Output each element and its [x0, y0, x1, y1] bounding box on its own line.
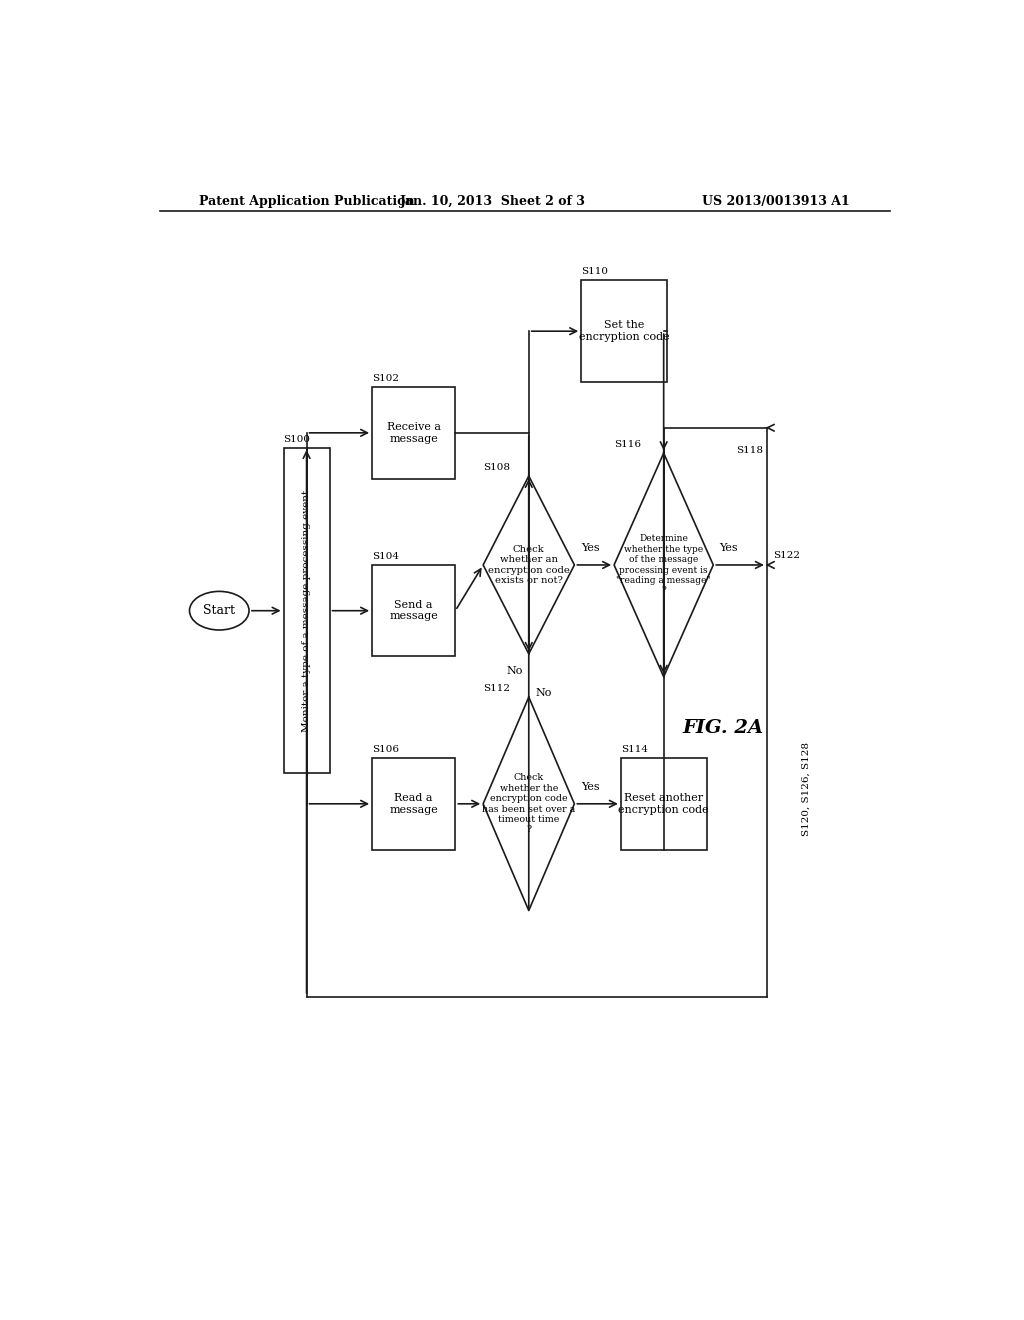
Text: S118: S118 [736, 446, 763, 455]
FancyBboxPatch shape [372, 565, 456, 656]
FancyBboxPatch shape [284, 447, 330, 774]
Text: No: No [536, 688, 552, 698]
Text: Send a
message: Send a message [389, 599, 438, 622]
Text: S114: S114 [621, 744, 648, 754]
Text: No: No [506, 667, 522, 676]
Text: Patent Application Publication: Patent Application Publication [200, 194, 415, 207]
Text: Receive a
message: Receive a message [387, 422, 440, 444]
Text: Check
whether the
encryption code
has been set over a
timeout time
?: Check whether the encryption code has be… [482, 774, 575, 834]
Text: US 2013/0013913 A1: US 2013/0013913 A1 [702, 194, 850, 207]
Text: S104: S104 [372, 552, 399, 561]
Text: S116: S116 [614, 440, 641, 449]
Text: S102: S102 [372, 374, 399, 383]
FancyBboxPatch shape [582, 280, 667, 381]
Text: Set the
encryption code: Set the encryption code [579, 321, 670, 342]
Text: S100: S100 [284, 436, 310, 444]
Text: S120, S126, S128: S120, S126, S128 [802, 742, 811, 836]
Text: Yes: Yes [720, 543, 738, 553]
Text: Yes: Yes [581, 543, 599, 553]
Text: S122: S122 [773, 550, 800, 560]
Text: S110: S110 [582, 268, 608, 276]
Text: Start: Start [203, 605, 236, 618]
Text: Determine
whether the type
of the message
processing event is
"reading a message: Determine whether the type of the messag… [616, 535, 711, 595]
Ellipse shape [189, 591, 249, 630]
FancyBboxPatch shape [372, 387, 456, 479]
Text: Yes: Yes [581, 781, 599, 792]
Text: S112: S112 [483, 684, 510, 693]
Text: Check
whether an
encryption code
exists or not?: Check whether an encryption code exists … [487, 545, 569, 585]
FancyBboxPatch shape [621, 758, 707, 850]
Text: S106: S106 [372, 744, 399, 754]
Text: Monitor a type of a message processing event: Monitor a type of a message processing e… [302, 490, 311, 731]
Text: Reset another
encryption code: Reset another encryption code [618, 793, 709, 814]
Text: Jan. 10, 2013  Sheet 2 of 3: Jan. 10, 2013 Sheet 2 of 3 [400, 194, 586, 207]
Text: FIG. 2A: FIG. 2A [683, 718, 764, 737]
FancyBboxPatch shape [372, 758, 456, 850]
Text: S108: S108 [483, 463, 510, 473]
Text: Read a
message: Read a message [389, 793, 438, 814]
